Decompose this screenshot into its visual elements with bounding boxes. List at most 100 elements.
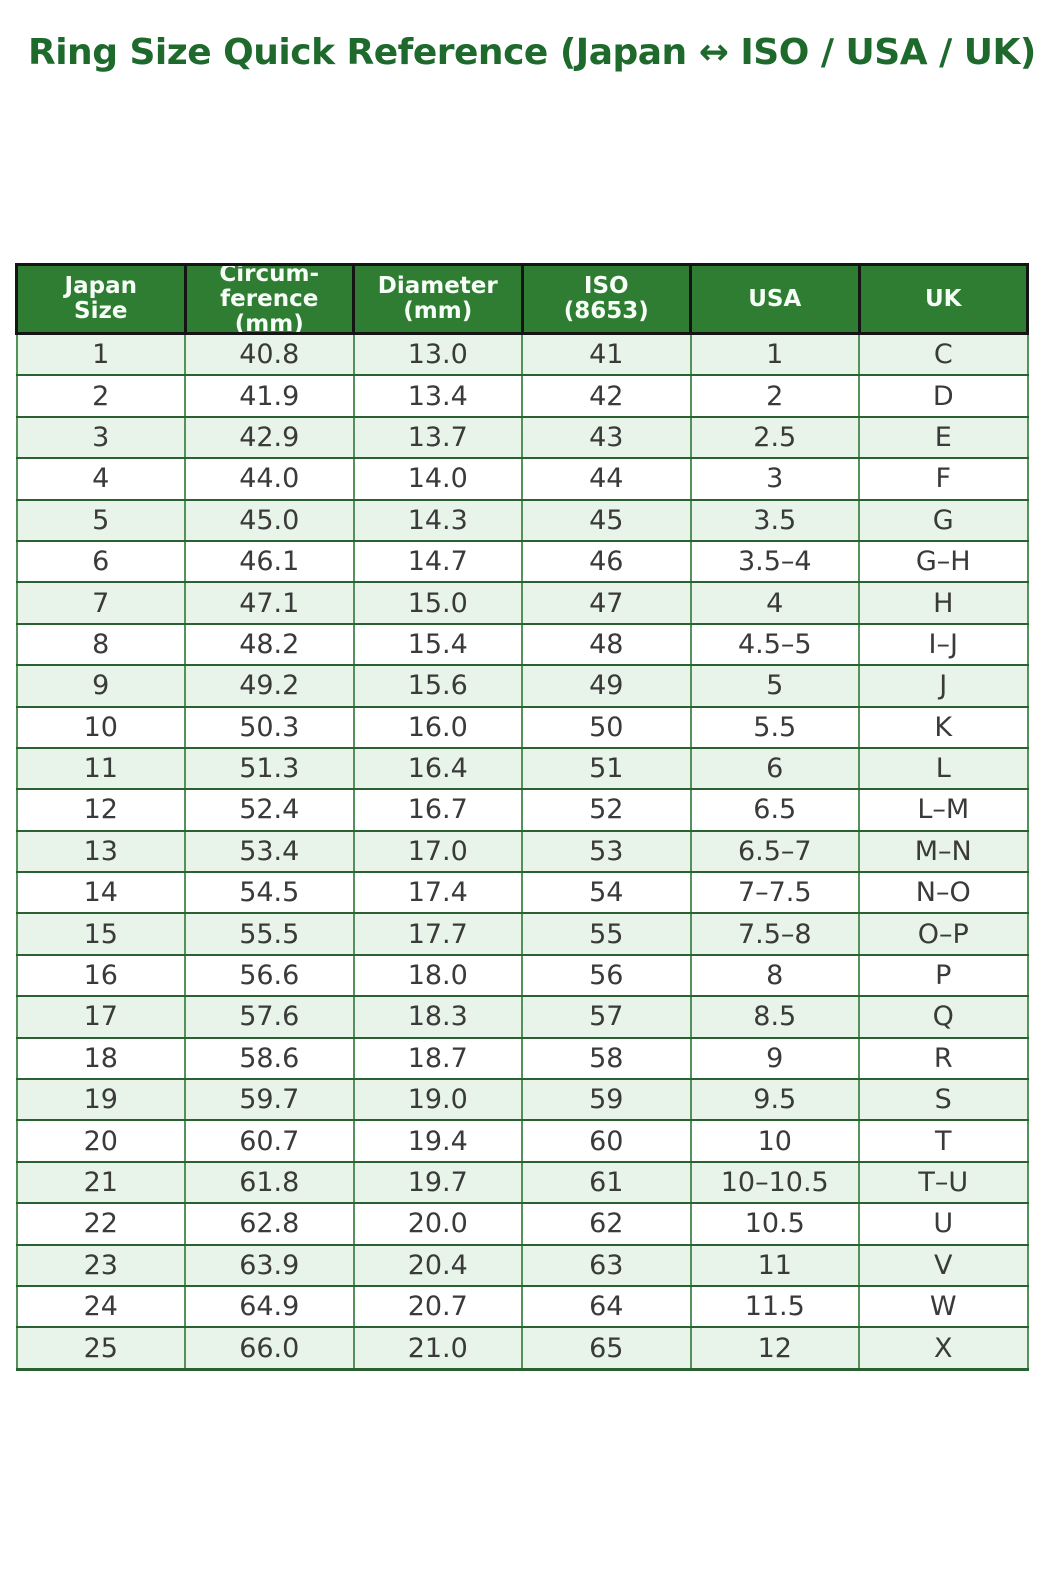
cell-circumference: 59.7	[184, 1078, 355, 1122]
cell-uk: N–O	[858, 871, 1029, 915]
cell-uk: H	[858, 581, 1029, 625]
cell-circumference: 66.0	[184, 1326, 355, 1371]
cell-usa: 10.5	[689, 1202, 860, 1246]
cell-japan-size: 3	[15, 415, 186, 460]
table-row: 4 44.0 14.0 44 3 F	[15, 457, 1029, 501]
cell-iso: 56	[521, 953, 692, 998]
cell-uk: I–J	[858, 622, 1029, 667]
cell-circumference: 46.1	[184, 539, 355, 584]
ring-size-table: Japan Size Circum- ference (mm) Diameter…	[15, 263, 1029, 1371]
cell-diameter: 15.6	[352, 664, 523, 708]
cell-uk: M–N	[858, 829, 1029, 874]
cell-diameter: 18.3	[352, 995, 523, 1039]
cell-japan-size: 2	[15, 374, 186, 418]
cell-uk: J	[858, 664, 1029, 708]
cell-circumference: 57.6	[184, 995, 355, 1039]
table-row: 20 60.7 19.4 60 10 T	[15, 1119, 1029, 1163]
cell-japan-size: 19	[15, 1078, 186, 1122]
table-row: 15 55.5 17.7 55 7.5–8 O–P	[15, 912, 1029, 956]
cell-iso: 60	[521, 1119, 692, 1163]
cell-iso: 48	[521, 622, 692, 667]
cell-iso: 64	[521, 1284, 692, 1329]
cell-usa: 5	[689, 664, 860, 708]
cell-usa: 6.5–7	[689, 829, 860, 874]
table-body: 1 40.8 13.0 41 1 C 2 41.9 13.4 42 2 D 3 42.9 13.7 43 2…	[15, 332, 1029, 1371]
cell-usa: 11.5	[689, 1284, 860, 1329]
cell-diameter: 13.7	[352, 415, 523, 460]
cell-japan-size: 16	[15, 953, 186, 998]
cell-diameter: 20.0	[352, 1202, 523, 1246]
cell-circumference: 44.0	[184, 457, 355, 501]
cell-japan-size: 14	[15, 871, 186, 915]
cell-japan-size: 4	[15, 457, 186, 501]
cell-circumference: 40.8	[184, 332, 355, 377]
cell-circumference: 58.6	[184, 1036, 355, 1081]
cell-usa: 11	[689, 1243, 860, 1287]
cell-usa: 7–7.5	[689, 871, 860, 915]
cell-uk: O–P	[858, 912, 1029, 956]
cell-diameter: 15.0	[352, 581, 523, 625]
cell-diameter: 21.0	[352, 1326, 523, 1371]
cell-diameter: 18.7	[352, 1036, 523, 1081]
cell-uk: U	[858, 1202, 1029, 1246]
cell-uk: P	[858, 953, 1029, 998]
table-row: 14 54.5 17.4 54 7–7.5 N–O	[15, 871, 1029, 915]
table-row: 3 42.9 13.7 43 2.5 E	[15, 415, 1029, 460]
cell-japan-size: 13	[15, 829, 186, 874]
cell-diameter: 16.7	[352, 788, 523, 832]
cell-japan-size: 12	[15, 788, 186, 832]
cell-usa: 3.5	[689, 498, 860, 542]
table-row: 6 46.1 14.7 46 3.5–4 G–H	[15, 539, 1029, 584]
cell-japan-size: 18	[15, 1036, 186, 1081]
table-row: 5 45.0 14.3 45 3.5 G	[15, 498, 1029, 542]
col-header-diameter-label: Diameter (mm)	[377, 273, 498, 324]
cell-uk: D	[858, 374, 1029, 418]
cell-japan-size: 1	[15, 332, 186, 377]
cell-uk: C	[858, 332, 1029, 377]
cell-iso: 58	[521, 1036, 692, 1081]
cell-iso: 50	[521, 705, 692, 749]
cell-japan-size: 25	[15, 1326, 186, 1371]
cell-iso: 57	[521, 995, 692, 1039]
cell-circumference: 55.5	[184, 912, 355, 956]
cell-uk: G	[858, 498, 1029, 542]
cell-usa: 10	[689, 1119, 860, 1163]
cell-uk: V	[858, 1243, 1029, 1287]
cell-iso: 63	[521, 1243, 692, 1287]
cell-iso: 47	[521, 581, 692, 625]
cell-circumference: 60.7	[184, 1119, 355, 1163]
cell-usa: 3	[689, 457, 860, 501]
cell-circumference: 51.3	[184, 746, 355, 791]
cell-uk: X	[858, 1326, 1029, 1371]
cell-usa: 4	[689, 581, 860, 625]
table-row: 12 52.4 16.7 52 6.5 L–M	[15, 788, 1029, 832]
cell-usa: 10–10.5	[689, 1160, 860, 1205]
cell-circumference: 64.9	[184, 1284, 355, 1329]
cell-circumference: 54.5	[184, 871, 355, 915]
col-header-circumference-label: Circum- ference (mm)	[219, 266, 320, 332]
table-row: 9 49.2 15.6 49 5 J	[15, 664, 1029, 708]
cell-diameter: 17.7	[352, 912, 523, 956]
cell-iso: 45	[521, 498, 692, 542]
table-row: 23 63.9 20.4 63 11 V	[15, 1243, 1029, 1287]
cell-iso: 52	[521, 788, 692, 832]
cell-japan-size: 24	[15, 1284, 186, 1329]
table-row: 24 64.9 20.7 64 11.5 W	[15, 1284, 1029, 1329]
cell-iso: 44	[521, 457, 692, 501]
cell-japan-size: 21	[15, 1160, 186, 1205]
col-header-diameter: Diameter (mm)	[352, 263, 524, 335]
table-row: 17 57.6 18.3 57 8.5 Q	[15, 995, 1029, 1039]
col-header-uk: UK	[857, 263, 1029, 335]
table-row: 13 53.4 17.0 53 6.5–7 M–N	[15, 829, 1029, 874]
cell-circumference: 50.3	[184, 705, 355, 749]
cell-circumference: 56.6	[184, 953, 355, 998]
cell-usa: 2	[689, 374, 860, 418]
cell-uk: E	[858, 415, 1029, 460]
cell-usa: 12	[689, 1326, 860, 1371]
cell-diameter: 14.3	[352, 498, 523, 542]
cell-iso: 59	[521, 1078, 692, 1122]
cell-diameter: 17.4	[352, 871, 523, 915]
table-row: 7 47.1 15.0 47 4 H	[15, 581, 1029, 625]
cell-diameter: 16.0	[352, 705, 523, 749]
cell-diameter: 13.4	[352, 374, 523, 418]
